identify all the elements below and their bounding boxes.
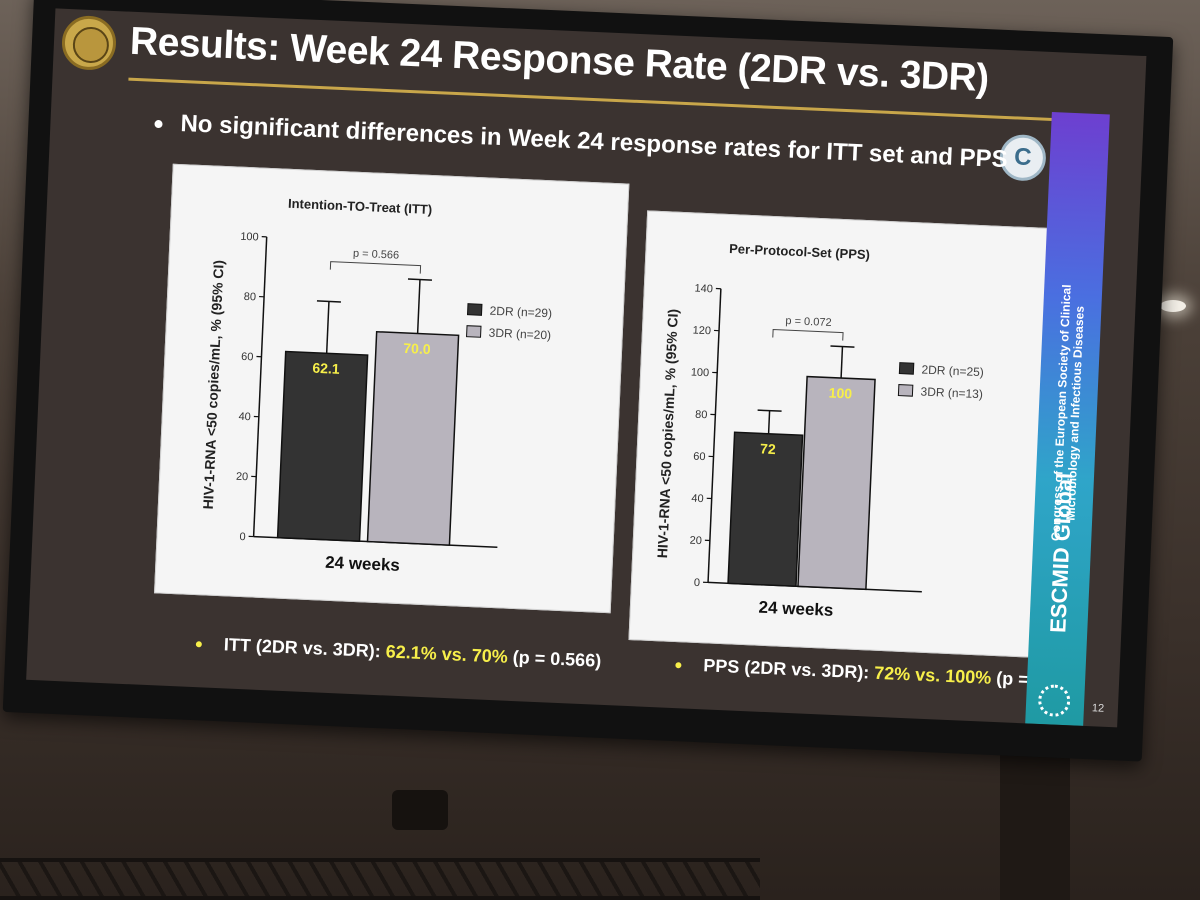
y-tick-label: 120 xyxy=(692,325,711,338)
y-axis xyxy=(707,288,722,583)
stage-truss xyxy=(0,858,760,900)
y-tick-label: 60 xyxy=(241,351,254,364)
bullet-dot-icon xyxy=(154,119,163,128)
pps-summary-prefix: PPS (2DR vs. 3DR): xyxy=(702,655,875,683)
error-bar xyxy=(416,279,421,334)
summary-bullet-icon xyxy=(195,641,202,648)
sidebar-brand-wrap: ESCMID Global xyxy=(1038,402,1085,703)
y-tick-label: 20 xyxy=(236,471,249,484)
error-bar xyxy=(325,301,330,354)
slide-title: Results: Week 24 Response Rate (2DR vs. … xyxy=(129,19,990,101)
bar-value-label: 62.1 xyxy=(312,360,340,377)
bar-value-label: 72 xyxy=(760,440,776,457)
itt-chart: Intention-TO-Treat (ITT) 0 20 40 60 80 100 HIV-… xyxy=(200,196,553,575)
error-bar-cap xyxy=(407,278,433,281)
y-tick-label: 80 xyxy=(695,409,708,422)
bar xyxy=(797,375,876,591)
error-bar-cap xyxy=(757,409,782,412)
chart-title: Per-Protocol-Set (PPS) xyxy=(729,241,870,262)
x-axis-label: 24 weeks xyxy=(325,553,400,575)
x-axis-label: 24 weeks xyxy=(758,598,833,620)
bar xyxy=(727,431,804,588)
y-tick-label: 40 xyxy=(691,493,704,506)
legend-swatch xyxy=(897,384,914,397)
escmid-sidebar: Congress of the European Society of Clin… xyxy=(1025,111,1110,726)
bar-value-label: 100 xyxy=(828,385,852,402)
p-value-bracket xyxy=(772,329,844,341)
bullet-point: No significant differences in Week 24 re… xyxy=(154,109,1008,174)
university-seal-icon xyxy=(60,14,118,72)
y-tick-label: 60 xyxy=(693,451,706,464)
y-axis-label: HIV-1-RNA <50 copies/mL, % (95% CI) xyxy=(654,308,681,558)
p-value-bracket xyxy=(329,261,422,274)
error-bar xyxy=(767,410,771,434)
itt-summary-suffix: (p = 0.566) xyxy=(507,646,602,671)
ceiling-light xyxy=(1160,300,1186,312)
y-axis-label: HIV-1-RNA <50 copies/mL, % (95% CI) xyxy=(200,260,227,510)
bar xyxy=(366,330,460,546)
y-axis xyxy=(252,236,268,537)
legend-label: 3DR (n=20) xyxy=(488,326,551,343)
sidebar-brand: ESCMID Global xyxy=(1045,472,1078,634)
itt-chart-panel: Intention-TO-Treat (ITT) 0 20 40 60 80 100 HIV-… xyxy=(154,163,630,614)
page-number: 12 xyxy=(1091,702,1105,715)
y-tick-label: 0 xyxy=(239,531,246,543)
error-bar-cap xyxy=(830,345,855,348)
legend-swatch xyxy=(466,303,483,316)
pps-chart: Per-Protocol-Set (PPS) 0 20 40 60 80 100 120 140… xyxy=(654,241,984,620)
error-bar xyxy=(840,346,844,379)
y-tick-label: 100 xyxy=(240,231,259,244)
y-tick-label: 100 xyxy=(691,366,710,379)
legend-label: 3DR (n=13) xyxy=(920,385,983,402)
legend-label: 2DR (n=25) xyxy=(921,363,984,380)
summary-bullet-icon xyxy=(675,662,682,669)
p-value-label: p = 0.566 xyxy=(353,248,400,262)
camera xyxy=(392,790,448,830)
bar xyxy=(276,350,369,542)
legend-label: 2DR (n=29) xyxy=(489,304,552,321)
bullet-text: No significant differences in Week 24 re… xyxy=(179,110,1009,174)
pps-summary-highlight: 72% vs. 100% xyxy=(873,662,992,688)
pillar xyxy=(1000,740,1070,900)
pps-chart-panel: Per-Protocol-Set (PPS) 0 20 40 60 80 100 120 140… xyxy=(628,210,1067,659)
y-tick-label: 140 xyxy=(694,283,713,296)
legend-swatch xyxy=(898,362,915,375)
error-bar-cap xyxy=(316,300,341,303)
itt-summary-prefix: ITT (2DR vs. 3DR): xyxy=(223,634,387,662)
slide: Results: Week 24 Response Rate (2DR vs. … xyxy=(26,8,1147,728)
y-tick-label: 20 xyxy=(689,535,702,548)
projection-screen: Results: Week 24 Response Rate (2DR vs. … xyxy=(2,0,1174,762)
y-tick-label: 80 xyxy=(244,291,257,304)
y-tick-label: 0 xyxy=(694,577,701,589)
itt-summary: ITT (2DR vs. 3DR): 62.1% vs. 70% (p = 0.… xyxy=(195,633,602,672)
itt-summary-highlight: 62.1% vs. 70% xyxy=(385,641,509,667)
p-value-label: p = 0.072 xyxy=(785,315,832,329)
pps-summary: PPS (2DR vs. 3DR): 72% vs. 100% (p = 0.0… xyxy=(675,654,1085,693)
y-tick-label: 40 xyxy=(238,411,251,424)
bar-value-label: 70.0 xyxy=(403,340,431,357)
legend-swatch xyxy=(466,325,482,338)
chart-title: Intention-TO-Treat (ITT) xyxy=(288,196,433,217)
